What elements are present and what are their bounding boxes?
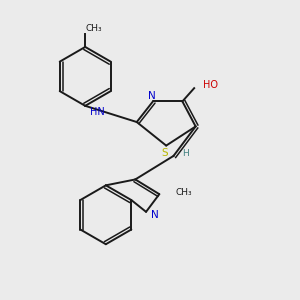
Text: H: H — [182, 149, 189, 158]
Text: N: N — [151, 210, 159, 220]
Text: HN: HN — [90, 107, 105, 118]
Text: CH₃: CH₃ — [176, 188, 192, 197]
Text: S: S — [161, 148, 168, 158]
Text: HO: HO — [203, 80, 218, 90]
Text: N: N — [148, 91, 155, 100]
Text: CH₃: CH₃ — [86, 24, 102, 33]
